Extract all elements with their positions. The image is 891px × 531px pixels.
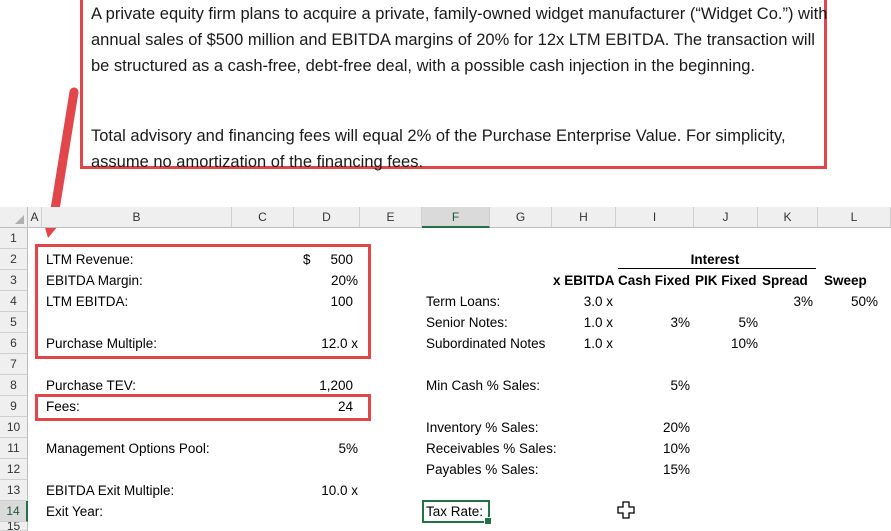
receivables-value[interactable]: 10% <box>662 441 690 456</box>
cell-cursor-cross-icon <box>617 501 635 519</box>
senior-notes-label[interactable]: Senior Notes: <box>426 315 508 330</box>
row-header-15[interactable]: 15 <box>0 522 28 531</box>
highlight-box-assumptions <box>35 244 371 359</box>
mgmt-pool-label[interactable]: Management Options Pool: <box>46 441 210 456</box>
senior-notes-cash[interactable]: 3% <box>670 315 690 330</box>
sub-notes-pik[interactable]: 10% <box>730 336 758 351</box>
column-header-g[interactable]: G <box>490 207 552 228</box>
column-header-e[interactable]: E <box>360 207 422 228</box>
column-header-k[interactable]: K <box>758 207 818 228</box>
column-header-c[interactable]: C <box>232 207 294 228</box>
tax-rate-label[interactable]: Tax Rate: <box>426 504 484 519</box>
column-header-f[interactable]: F <box>422 207 490 228</box>
ebitda-margin-value[interactable]: 20% <box>330 273 358 288</box>
column-header-b[interactable]: B <box>42 207 232 228</box>
callout-paragraph-1: A private equity firm plans to acquire a… <box>91 5 828 75</box>
purchase-tev-label[interactable]: Purchase TEV: <box>46 378 137 393</box>
row-header-10[interactable]: 10 <box>0 417 28 438</box>
row-header-14[interactable]: 14 <box>0 501 28 522</box>
term-loans-spread[interactable]: 3% <box>793 294 813 309</box>
column-header-a[interactable]: A <box>28 207 42 228</box>
header-spread[interactable]: Spread <box>762 273 808 288</box>
interest-header[interactable]: Interest <box>690 252 740 267</box>
row-header-1[interactable]: 1 <box>0 228 28 249</box>
header-pik-fixed[interactable]: PIK Fixed <box>695 273 757 288</box>
spreadsheet-grid[interactable]: A B C D E F G H I J K L 1 2 3 4 5 6 7 8 … <box>0 207 891 531</box>
purchase-multiple-label[interactable]: Purchase Multiple: <box>46 336 158 351</box>
term-loans-label[interactable]: Term Loans: <box>426 294 501 309</box>
row-header-3[interactable]: 3 <box>0 270 28 291</box>
row-header-12[interactable]: 12 <box>0 459 28 480</box>
payables-value[interactable]: 15% <box>662 462 690 477</box>
active-cell-selection[interactable] <box>422 500 492 525</box>
column-header-h[interactable]: H <box>552 207 616 228</box>
row-header-9[interactable]: 9 <box>0 396 28 417</box>
receivables-label[interactable]: Receivables % Sales: <box>426 441 557 456</box>
fees-value[interactable]: 24 <box>337 399 353 414</box>
senior-notes-pik[interactable]: 5% <box>738 315 758 330</box>
callout-paragraph-2: Total advisory and financing fees will e… <box>91 127 786 171</box>
column-header-l[interactable]: L <box>818 207 891 228</box>
exit-multiple-value[interactable]: 10.0 x <box>321 483 358 498</box>
header-cash-fixed[interactable]: Cash Fixed <box>618 273 691 288</box>
mgmt-pool-value[interactable]: 5% <box>338 441 358 456</box>
purchase-tev-value[interactable]: 1,200 <box>319 378 353 393</box>
term-loans-x[interactable]: 3.0 x <box>583 294 613 309</box>
column-header-j[interactable]: J <box>694 207 758 228</box>
exit-year-label[interactable]: Exit Year: <box>46 504 104 519</box>
row-header-6[interactable]: 6 <box>0 333 28 354</box>
row-header-2[interactable]: 2 <box>0 249 28 270</box>
ltm-ebitda-label[interactable]: LTM EBITDA: <box>46 294 129 309</box>
row-header-11[interactable]: 11 <box>0 438 28 459</box>
highlight-box-fees <box>35 394 371 421</box>
select-all-corner[interactable] <box>0 207 28 228</box>
callout-box: A private equity firm plans to acquire a… <box>80 0 827 171</box>
column-header-d[interactable]: D <box>294 207 360 228</box>
payables-label[interactable]: Payables % Sales: <box>426 462 539 477</box>
inventory-label[interactable]: Inventory % Sales: <box>426 420 539 435</box>
sub-notes-label[interactable]: Subordinated Notes <box>426 336 546 351</box>
ltm-revenue-value[interactable]: 500 <box>330 252 353 267</box>
ltm-ebitda-value[interactable]: 100 <box>330 294 353 309</box>
row-header-7[interactable]: 7 <box>0 354 28 375</box>
senior-notes-x[interactable]: 1.0 x <box>583 315 613 330</box>
ebitda-margin-label[interactable]: EBITDA Margin: <box>46 273 143 288</box>
row-header-8[interactable]: 8 <box>0 375 28 396</box>
row-header-5[interactable]: 5 <box>0 312 28 333</box>
fill-handle[interactable] <box>484 517 492 525</box>
row-header-4[interactable]: 4 <box>0 291 28 312</box>
ltm-revenue-currency[interactable]: $ <box>303 252 311 267</box>
min-cash-value[interactable]: 5% <box>670 378 690 393</box>
fees-label[interactable]: Fees: <box>46 399 80 414</box>
header-sweep[interactable]: Sweep <box>824 273 867 288</box>
inventory-value[interactable]: 20% <box>662 420 690 435</box>
row-header-13[interactable]: 13 <box>0 480 28 501</box>
sub-notes-x[interactable]: 1.0 x <box>583 336 613 351</box>
header-x-ebitda[interactable]: x EBITDA <box>553 273 615 288</box>
ltm-revenue-label[interactable]: LTM Revenue: <box>46 252 134 267</box>
min-cash-label[interactable]: Min Cash % Sales: <box>426 378 541 393</box>
column-header-i[interactable]: I <box>616 207 694 228</box>
purchase-multiple-value[interactable]: 12.0 x <box>321 336 358 351</box>
term-loans-sweep[interactable]: 50% <box>850 294 878 309</box>
interest-underline <box>618 268 816 269</box>
exit-multiple-label[interactable]: EBITDA Exit Multiple: <box>46 483 175 498</box>
